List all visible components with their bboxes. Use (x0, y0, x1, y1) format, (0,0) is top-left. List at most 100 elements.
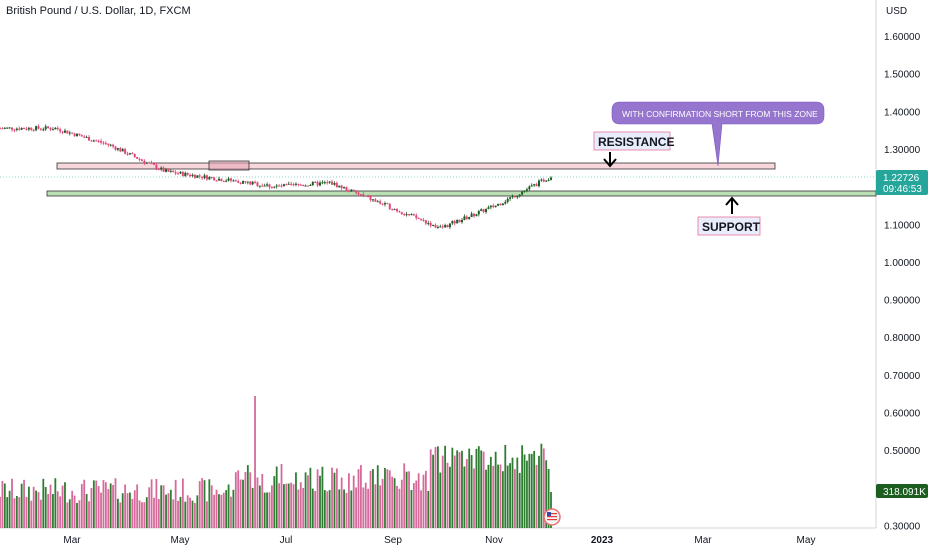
candle-body (73, 133, 76, 137)
candle-body (297, 183, 300, 185)
volume-bar (319, 475, 321, 528)
candle-body (511, 195, 514, 198)
candle-body (0, 128, 1, 130)
up-arrow-icon (725, 196, 739, 214)
volume-bar (184, 501, 187, 528)
volume-bar (485, 469, 487, 528)
candle-body (388, 203, 391, 210)
volume-bar (367, 488, 370, 528)
volume-bar (321, 466, 324, 528)
y-tick-label: 0.90000 (884, 296, 921, 307)
volume-bar (518, 472, 521, 528)
volume-bar (530, 453, 533, 528)
candle-body (345, 187, 348, 191)
volume-bar (167, 493, 170, 528)
candle-body (124, 149, 127, 154)
candle-body (535, 184, 538, 187)
candle-body (364, 195, 367, 197)
volume-bar (386, 469, 389, 528)
volume-bar (256, 477, 259, 528)
volume-bar (169, 489, 172, 528)
volume-bar (56, 491, 59, 528)
candle-body (424, 220, 427, 224)
volume-bars (0, 396, 552, 528)
volume-bar (270, 485, 273, 528)
candle-body (453, 221, 456, 224)
volume-bar (78, 500, 81, 528)
volume-bar (391, 476, 394, 528)
volume-bar (198, 481, 201, 528)
y-tick-label: 0.50000 (884, 446, 921, 457)
candle-body (205, 175, 208, 180)
volume-bar (261, 473, 264, 528)
volume-bar (133, 490, 136, 528)
x-tick-label: May (171, 535, 190, 546)
volume-bar (13, 498, 16, 528)
volume-bar (427, 490, 430, 528)
candle-body (203, 175, 206, 179)
candle-body (362, 194, 365, 196)
x-axis-ticks: Mar May Jul Sep Nov 2023 Mar May (63, 535, 815, 546)
volume-bar (360, 465, 362, 528)
volume-bar (441, 455, 444, 528)
volume-bar (437, 446, 439, 528)
volume-bar (203, 480, 206, 528)
volume-bar (254, 396, 256, 528)
y-tick-label: 1.40000 (884, 107, 921, 118)
volume-bar (30, 500, 33, 528)
candle-body (328, 181, 331, 183)
volume-bar (504, 444, 507, 528)
volume-bar (403, 463, 406, 528)
candle-body (165, 169, 168, 172)
candle-body (112, 144, 115, 147)
volume-bar (434, 447, 437, 528)
candle-body (167, 169, 170, 172)
candle-body (417, 217, 420, 219)
volume-bar (181, 478, 184, 528)
volume-bar (189, 497, 191, 528)
volume-bar (153, 497, 155, 528)
volume-bar (417, 473, 420, 528)
volume-bar (213, 494, 216, 528)
candle-body (254, 181, 257, 183)
volume-bar (266, 492, 268, 528)
candle-body (15, 128, 18, 130)
candle-body (475, 214, 478, 217)
candle-body (294, 183, 297, 185)
candle-body (92, 140, 95, 142)
volume-bar (384, 468, 386, 528)
last-price-value: 1.22726 (883, 173, 920, 184)
resistance-zone (56, 162, 776, 170)
volume-bar (410, 489, 413, 528)
candle-body (56, 127, 59, 130)
candle-body (100, 140, 103, 143)
currency-label: USD (886, 6, 907, 17)
candle-body (119, 148, 122, 152)
candle-body (420, 218, 423, 220)
y-tick-label: 0.80000 (884, 333, 921, 344)
candle-body (47, 126, 50, 128)
volume-bar (307, 475, 309, 528)
candle-body (509, 197, 512, 199)
candle-body (470, 213, 473, 217)
candle-body (494, 205, 497, 208)
candle-body (208, 176, 211, 180)
candle-body (49, 127, 52, 130)
candle-body (359, 194, 362, 196)
y-tick-label: 1.60000 (884, 32, 921, 43)
candle-body (1, 128, 4, 130)
volume-bar (326, 491, 329, 528)
volume-bar (138, 500, 141, 528)
y-axis-ticks: 1.60000 1.50000 1.40000 1.30000 1.10000 1.000… (884, 32, 921, 532)
candle-body (220, 178, 223, 182)
candle-body (140, 159, 143, 161)
volume-bar (429, 449, 432, 528)
volume-bar (439, 472, 442, 528)
candle-body (463, 216, 466, 221)
volume-bar (446, 462, 449, 528)
candle-body (381, 203, 384, 205)
volume-bar (215, 489, 218, 528)
x-tick-label: May (797, 535, 816, 546)
volume-bar (208, 479, 211, 528)
